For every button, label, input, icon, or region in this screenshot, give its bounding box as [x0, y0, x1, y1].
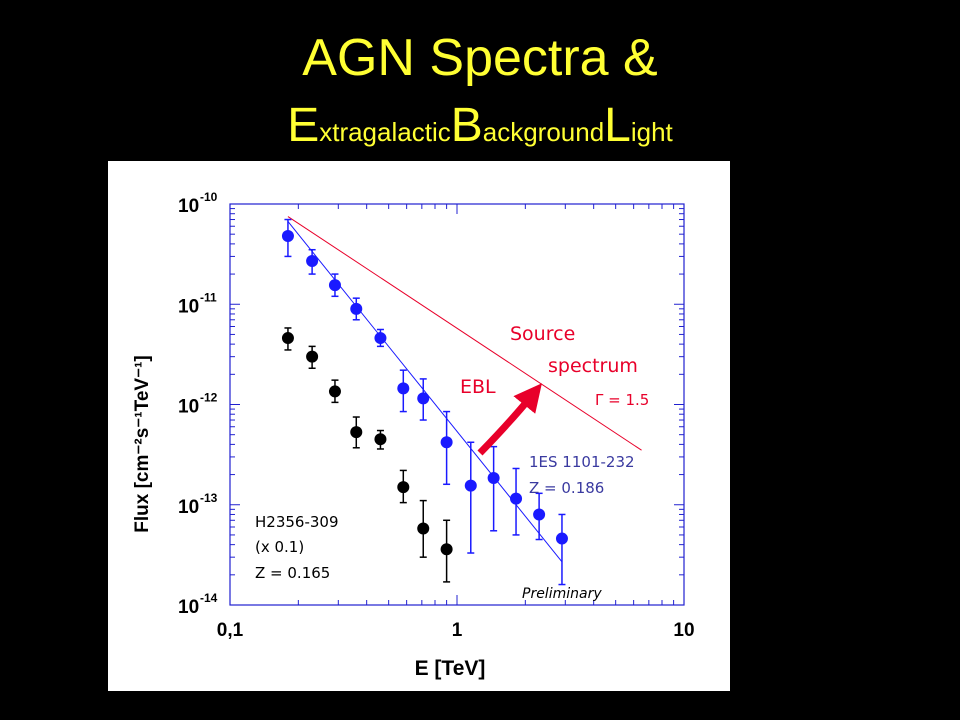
y-tick-label: 10	[178, 296, 199, 317]
y-tick-exponent: -10	[200, 190, 218, 204]
gamma-index-label: Γ = 1.5	[595, 391, 649, 409]
title-initial-b: B	[450, 99, 483, 152]
blue-data-point	[306, 255, 319, 268]
x-tick-label: 10	[673, 620, 694, 641]
y-tick-exponent: -12	[200, 391, 218, 405]
y-tick-label: 10	[178, 597, 199, 618]
chart-panel: 0,1 1 10 10 -14 10 -13 10 -12 10 -11 10 -10 E [TeV] …	[108, 161, 730, 691]
ebl-arrow	[477, 383, 542, 456]
blue-data-point	[350, 302, 363, 315]
y-tick-exponent: -14	[200, 591, 218, 605]
blue-data-point	[555, 532, 568, 545]
black-data-point	[328, 385, 341, 398]
black-data-point	[440, 543, 453, 556]
black-source-scale: (x 0.1)	[255, 538, 304, 556]
x-axis-label: E [TeV]	[415, 657, 486, 680]
black-data-point	[306, 350, 319, 363]
source-spectrum-label-line1: Source	[510, 323, 575, 345]
title-word-light: ight	[630, 117, 673, 147]
x-tick-label: 0,1	[217, 620, 244, 641]
x-tick-label: 1	[452, 620, 463, 641]
y-axis-label: Flux [cm⁻²s⁻¹TeV⁻¹]	[132, 355, 153, 533]
title-initial-l: L	[604, 99, 631, 152]
black-source-redshift: Z = 0.165	[255, 564, 330, 582]
title-word-extragalactic: xtragalactic	[319, 117, 451, 147]
slide-title-line1: AGN Spectra &	[302, 29, 658, 87]
blue-data-point	[533, 508, 546, 521]
blue-data-point	[281, 229, 294, 242]
blue-data-point	[397, 382, 410, 395]
source-spectrum-line	[287, 216, 642, 451]
slide-title-line2: ExtragalacticBackgroundLight	[0, 96, 960, 162]
black-data-point	[374, 433, 387, 446]
preliminary-label: Preliminary	[522, 586, 602, 602]
blue-data-point	[464, 479, 477, 492]
source-spectrum-label-line2: spectrum	[548, 355, 638, 377]
black-source-name: H2356-309	[255, 513, 339, 531]
y-tick-exponent: -13	[200, 491, 218, 505]
black-data-point	[417, 522, 430, 535]
y-tick-label: 10	[178, 397, 199, 418]
black-data-point	[350, 426, 363, 439]
y-tick-exponent: -11	[200, 290, 217, 304]
blue-data-point	[487, 471, 500, 484]
title-word-background: ackground	[482, 117, 605, 147]
y-tick-label: 10	[178, 497, 199, 518]
blue-data-point	[417, 392, 430, 405]
blue-data-point	[510, 492, 523, 505]
y-tick-label: 10	[178, 196, 199, 217]
title-initial-e: E	[287, 99, 320, 152]
blue-data-point	[440, 436, 453, 449]
blue-source-redshift: Z = 0.186	[529, 479, 604, 497]
blue-data-point	[328, 279, 341, 292]
black-data-point	[397, 481, 410, 494]
blue-data-point	[374, 332, 387, 345]
blue-source-name: 1ES 1101-232	[529, 453, 635, 471]
ebl-label: EBL	[460, 376, 496, 398]
black-data-point	[281, 332, 294, 345]
